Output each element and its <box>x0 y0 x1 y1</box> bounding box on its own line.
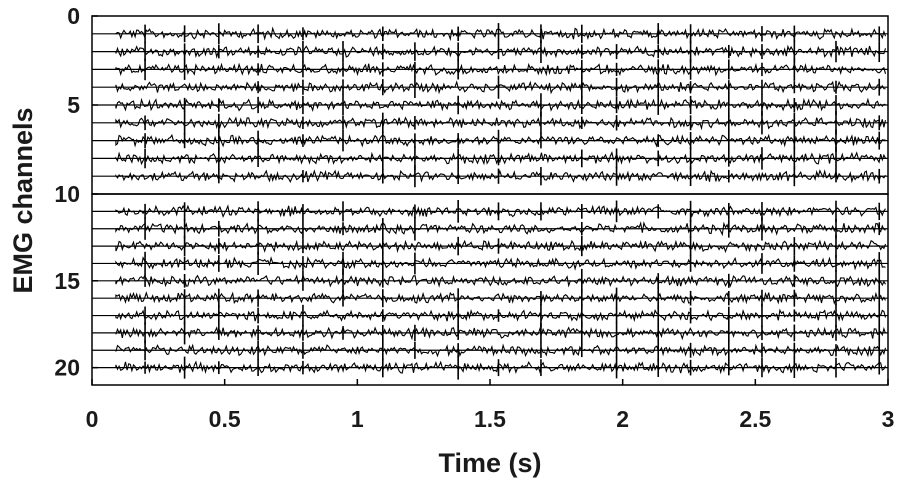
channel-3-signal <box>115 62 887 77</box>
channel-18-trace <box>92 321 888 345</box>
channel-8-signal <box>115 151 886 166</box>
channel-2-trace <box>92 40 888 64</box>
channel-6-signal <box>115 116 887 131</box>
y-tick-label-0: 0 <box>67 3 80 29</box>
x-axis-label: Time (s) <box>438 448 541 478</box>
channel-4-trace <box>92 75 888 99</box>
x-tick-label-5: 2.5 <box>739 406 771 432</box>
channel-8-trace <box>92 146 888 171</box>
channel-6-trace <box>92 110 888 135</box>
channel-14-signal <box>115 255 886 271</box>
x-tick-label-4: 2 <box>616 406 629 432</box>
channel-19-signal <box>115 343 887 358</box>
channel-19-trace <box>92 338 888 362</box>
panel-2 <box>92 200 888 380</box>
y-tick-label-1: 5 <box>67 92 80 118</box>
x-tick-label-2: 1 <box>351 406 364 432</box>
y-axis-label: EMG channels <box>8 107 38 293</box>
channel-1-trace <box>92 23 888 45</box>
channel-15-signal <box>115 273 886 288</box>
channel-16-trace <box>92 286 888 310</box>
channel-3-trace <box>92 57 888 81</box>
channel-1-signal <box>115 26 887 42</box>
channel-16-signal <box>115 291 886 305</box>
channel-13-trace <box>92 234 888 258</box>
y-tick-label-2: 10 <box>54 181 80 207</box>
channel-20-trace <box>92 355 888 380</box>
plot-area <box>91 15 889 386</box>
x-tick-label-3: 1.5 <box>474 406 506 432</box>
channel-9-signal <box>115 169 886 184</box>
channel-17-trace <box>92 303 888 328</box>
x-tick-label-1: 0.5 <box>209 406 241 432</box>
channel-18-signal <box>115 326 887 341</box>
x-axis: 0 0.5 1 1.5 2 2.5 3 <box>86 379 895 432</box>
panel-2-frame <box>91 193 889 386</box>
channel-11-trace <box>92 200 888 223</box>
channel-20-signal <box>115 360 886 375</box>
y-tick-label-3: 15 <box>54 268 80 294</box>
x-tick-label-0: 0 <box>86 406 99 432</box>
x-tick-label-6: 3 <box>882 406 895 432</box>
y-tick-label-4: 20 <box>54 355 80 381</box>
channel-2-signal <box>115 44 887 59</box>
channel-9-trace <box>92 165 888 188</box>
y-axis: 0 5 10 15 20 <box>54 3 98 381</box>
channel-12-signal <box>115 221 886 237</box>
channel-7-trace <box>92 129 888 152</box>
channel-17-signal <box>115 308 887 323</box>
channel-14-trace <box>92 251 888 276</box>
channel-4-signal <box>115 80 886 95</box>
channel-13-signal <box>115 239 887 254</box>
channel-11-signal <box>115 204 886 219</box>
channel-15-trace <box>92 268 888 293</box>
channel-12-trace <box>92 216 888 241</box>
channel-5-signal <box>115 97 886 112</box>
channel-5-trace <box>92 93 888 117</box>
panel-1 <box>92 23 888 188</box>
channel-7-signal <box>115 133 886 148</box>
